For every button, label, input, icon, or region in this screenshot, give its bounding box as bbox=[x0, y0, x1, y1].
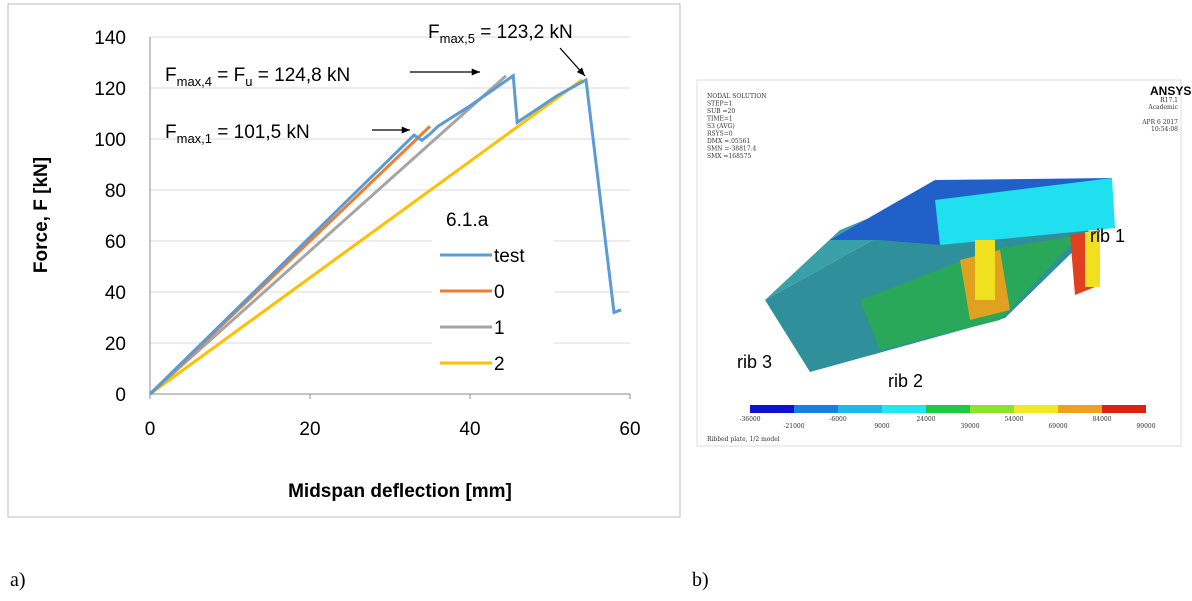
fe-figure: -36000 -6000 24000 54000 84000 -21000 9000 3900… bbox=[697, 80, 1191, 446]
fe-date: 10:54:08 bbox=[1151, 126, 1178, 133]
annotation-part: F bbox=[165, 122, 177, 143]
fe-date: APR 6 2017 bbox=[1141, 119, 1178, 126]
rib-label: rib 3 bbox=[737, 352, 772, 372]
y-tick-label: 120 bbox=[94, 79, 126, 100]
colorbar-cell bbox=[1014, 405, 1058, 413]
x-tick-label: 20 bbox=[299, 419, 320, 440]
subscript: max,4 bbox=[177, 74, 212, 89]
colorbar-cell bbox=[750, 405, 794, 413]
y-tick-label: 60 bbox=[105, 232, 126, 253]
colorbar-cell bbox=[970, 405, 1014, 413]
panel-label: b) bbox=[692, 569, 709, 591]
x-tick-label: 40 bbox=[459, 419, 480, 440]
annotation-part: = 123,2 kN bbox=[475, 22, 573, 43]
colorbar-cell bbox=[838, 405, 882, 413]
colorbar-label: -21000 bbox=[783, 423, 804, 430]
fe-header: SMX =168575 bbox=[707, 153, 752, 160]
fe-header: DMX =.05561 bbox=[707, 138, 750, 145]
colorbar-cell bbox=[794, 405, 838, 413]
x-tick-label: 0 bbox=[145, 419, 156, 440]
colorbar-label: -36000 bbox=[739, 416, 760, 423]
colorbar-label: 84000 bbox=[1092, 416, 1111, 423]
colorbar-cell bbox=[926, 405, 970, 413]
figure: 0204060801001201400204060Midspan deflect… bbox=[0, 0, 1192, 601]
x-axis-title: Midspan deflection [mm] bbox=[288, 481, 512, 502]
legend-label: 1 bbox=[494, 318, 505, 339]
colorbar-label: -6000 bbox=[829, 416, 846, 423]
colorbar-label: 39000 bbox=[960, 423, 979, 430]
y-tick-label: 100 bbox=[94, 130, 126, 151]
fe-version: Academic bbox=[1147, 104, 1178, 111]
colorbar-label: 9000 bbox=[874, 423, 889, 430]
fe-caption: Ribbed plate, 1/2 model bbox=[707, 436, 780, 443]
annotation-part: = 124,8 kN bbox=[253, 65, 351, 86]
y-tick-label: 0 bbox=[115, 385, 126, 406]
legend-title: 6.1.a bbox=[446, 210, 489, 231]
colorbar-label: 69000 bbox=[1048, 423, 1067, 430]
fe-version: R17.1 bbox=[1160, 97, 1178, 104]
annotation-part: F bbox=[165, 65, 177, 86]
subscript: u bbox=[245, 74, 252, 89]
legend-label: 0 bbox=[494, 282, 505, 303]
fe-header: S3 (AVG) bbox=[707, 123, 735, 130]
x-tick-label: 60 bbox=[619, 419, 640, 440]
rib-label: rib 1 bbox=[1090, 226, 1125, 246]
y-axis-title: Force, F [kN] bbox=[31, 157, 52, 273]
fe-header: STEP=1 bbox=[707, 101, 732, 108]
rib-shape bbox=[975, 240, 995, 300]
annotation-part: = 101,5 kN bbox=[212, 122, 310, 143]
annotation-part: F bbox=[428, 22, 440, 43]
legend-label: test bbox=[494, 246, 525, 267]
fe-header: SUB =20 bbox=[707, 108, 735, 115]
panel-label: a) bbox=[10, 569, 26, 591]
annotation-part: = F bbox=[212, 65, 245, 86]
y-tick-label: 80 bbox=[105, 181, 126, 202]
y-tick-label: 140 bbox=[94, 28, 126, 49]
rib-label: rib 2 bbox=[888, 371, 923, 391]
colorbar-cell bbox=[882, 405, 926, 413]
subscript: max,1 bbox=[177, 131, 212, 146]
fe-header: TIME=1 bbox=[707, 116, 733, 123]
colorbar-label: 24000 bbox=[916, 416, 935, 423]
colorbar-cell bbox=[1058, 405, 1102, 413]
fe-header: NODAL SOLUTION bbox=[707, 93, 767, 100]
y-tick-label: 20 bbox=[105, 334, 126, 355]
colorbar-cell bbox=[1102, 405, 1146, 413]
subscript: max,5 bbox=[440, 31, 475, 46]
colorbar-label: 54000 bbox=[1004, 416, 1023, 423]
colorbar-label: 99000 bbox=[1136, 423, 1155, 430]
brand: ANSYS bbox=[1150, 84, 1191, 98]
fe-header: SMN =-38817.4 bbox=[707, 146, 756, 153]
legend-label: 2 bbox=[494, 354, 505, 375]
fe-header: RSYS=0 bbox=[707, 131, 733, 138]
y-tick-label: 40 bbox=[105, 283, 126, 304]
